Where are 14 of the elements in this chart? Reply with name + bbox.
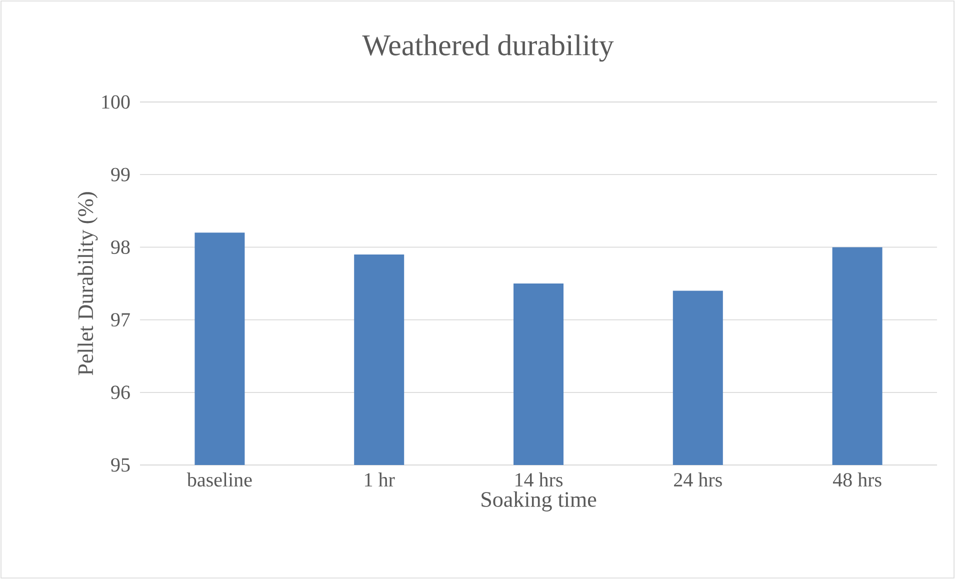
x-tick-label: 1 hr — [365, 472, 395, 486]
y-tick-label: 98 — [111, 240, 130, 254]
x-tick-label: 14 hrs — [516, 472, 563, 487]
y-axis-title: Pellet Durability (%) — [78, 192, 98, 376]
x-tick-label: baseline — [186, 472, 252, 487]
y-tick-label: 96 — [111, 386, 130, 400]
x-axis-title: Soaking time — [482, 491, 596, 512]
y-tick-label: 97 — [111, 313, 130, 327]
y-tick-label: 95 — [111, 458, 130, 472]
x-tick-label: 48 hrs — [832, 472, 882, 487]
y-tick-label: 99 — [111, 168, 130, 182]
x-tick-label: 24 hrs — [674, 472, 722, 487]
y-tick-label: 100 — [102, 95, 130, 109]
chart-title: Weathered durability — [362, 34, 614, 62]
